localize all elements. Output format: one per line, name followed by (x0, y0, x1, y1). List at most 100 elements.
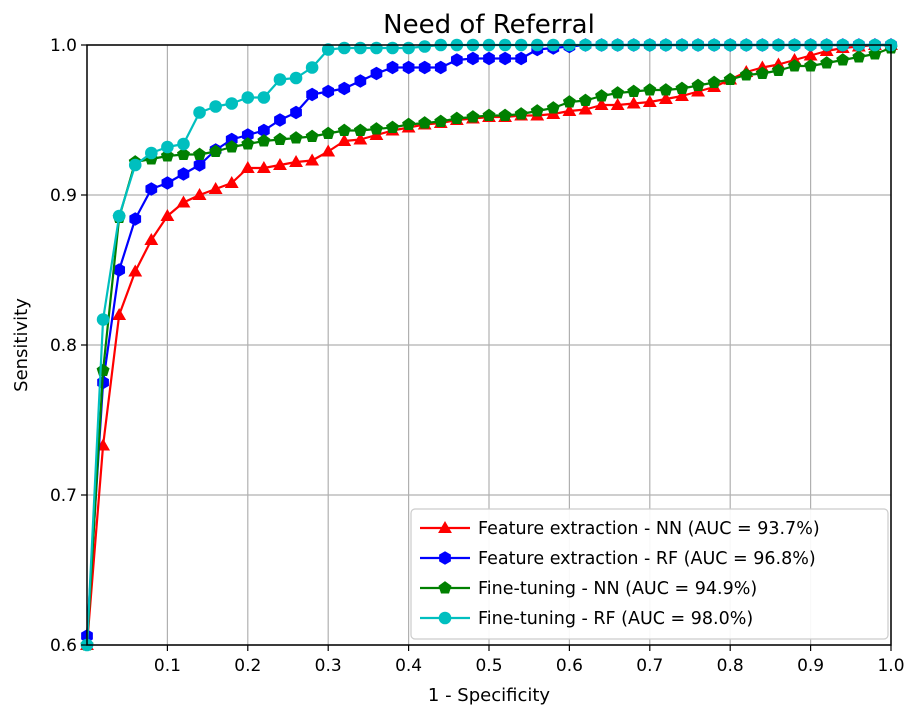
data-point (386, 60, 399, 75)
data-point (467, 51, 479, 66)
data-point (369, 122, 383, 135)
x-tick-label: 0.9 (797, 656, 824, 676)
data-point (306, 87, 318, 102)
legend-item: Fine-tuning - NN (AUC = 94.9%) (420, 579, 757, 599)
data-point (240, 161, 255, 174)
data-point (691, 78, 705, 92)
y-tick-label: 0.6 (50, 636, 77, 656)
data-point (225, 97, 239, 110)
y-tick-label: 0.8 (50, 336, 77, 356)
x-tick-label: 0.3 (315, 656, 342, 676)
data-point (322, 84, 335, 99)
data-point (370, 66, 383, 81)
data-point (208, 182, 223, 195)
data-point (337, 41, 351, 55)
data-point (852, 50, 866, 63)
x-tick-label: 0.1 (154, 656, 181, 676)
data-point (578, 93, 592, 107)
data-point (626, 96, 641, 109)
y-tick-label: 0.7 (50, 486, 77, 506)
data-point (530, 104, 544, 117)
data-point (274, 113, 286, 127)
data-point (450, 53, 463, 67)
data-point (402, 117, 416, 131)
data-point (241, 91, 255, 104)
legend-item: Feature extraction - RF (AUC = 96.8%) (420, 549, 816, 569)
data-point (113, 263, 126, 277)
x-tick-label: 0.5 (475, 656, 502, 676)
data-point (209, 100, 222, 113)
data-point (498, 108, 512, 122)
data-point (273, 73, 287, 86)
data-point (370, 41, 383, 55)
data-point (290, 105, 302, 120)
data-point (241, 137, 255, 150)
data-point (546, 101, 560, 114)
data-point (96, 313, 110, 326)
y-axis-label: Sensitivity (11, 298, 32, 392)
data-point (96, 363, 110, 377)
data-point (193, 106, 206, 119)
data-point (289, 155, 303, 168)
data-point (337, 134, 352, 147)
data-point (514, 107, 528, 120)
data-point (338, 81, 351, 96)
legend-item: Fine-tuning - RF (AUC = 98.0%) (420, 609, 753, 629)
legend: Feature extraction - NN (AUC = 93.7%) Fea… (410, 508, 889, 640)
data-point (257, 134, 271, 147)
data-point (354, 41, 367, 55)
chart-title: Need of Referral (383, 10, 595, 40)
x-tick-label: 0.8 (717, 656, 744, 676)
legend-item: Feature extraction - NN (AUC = 93.7%) (420, 519, 820, 539)
data-point (145, 146, 158, 160)
data-point (755, 66, 769, 80)
legend-label: Feature extraction - NN (AUC = 93.7%) (478, 519, 820, 539)
data-point (209, 144, 223, 158)
data-point (642, 95, 657, 108)
data-point (112, 209, 126, 223)
data-point (257, 91, 271, 104)
legend-marker (438, 581, 452, 594)
data-point (418, 60, 431, 75)
legend-box (410, 508, 889, 640)
series-3 (80, 41, 898, 651)
data-point (160, 209, 175, 222)
data-point (450, 111, 464, 125)
x-tick-label: 0.4 (395, 656, 422, 676)
data-point (161, 176, 174, 190)
data-point (611, 86, 625, 99)
data-point (499, 51, 511, 66)
legend-label: Feature extraction - RF (AUC = 96.8%) (478, 549, 816, 569)
data-point (128, 158, 142, 172)
data-point (161, 140, 174, 154)
data-point (402, 60, 415, 75)
x-tick-label: 0.7 (636, 656, 663, 676)
data-point (658, 92, 673, 105)
data-point (353, 123, 367, 137)
data-point (305, 129, 319, 143)
data-point (193, 147, 207, 161)
data-point (305, 61, 319, 74)
legend-marker (438, 611, 452, 625)
data-point (434, 60, 447, 75)
data-point (675, 81, 689, 95)
data-point (177, 137, 190, 151)
data-point (386, 120, 400, 134)
data-point (289, 131, 303, 144)
data-point (129, 212, 142, 226)
data-point (224, 176, 239, 189)
x-tick-label: 0.6 (556, 656, 583, 676)
legend-marker (438, 521, 452, 534)
data-point (868, 47, 882, 60)
data-point (160, 149, 174, 162)
data-point (321, 144, 336, 157)
data-point (386, 41, 399, 55)
legend-label: Fine-tuning - RF (AUC = 98.0%) (478, 609, 753, 629)
data-point (321, 126, 335, 140)
data-point (145, 182, 158, 196)
data-point (820, 56, 834, 69)
y-tick-label: 0.9 (50, 186, 77, 206)
data-point (418, 116, 432, 129)
data-point (788, 59, 802, 72)
data-point (739, 68, 753, 81)
